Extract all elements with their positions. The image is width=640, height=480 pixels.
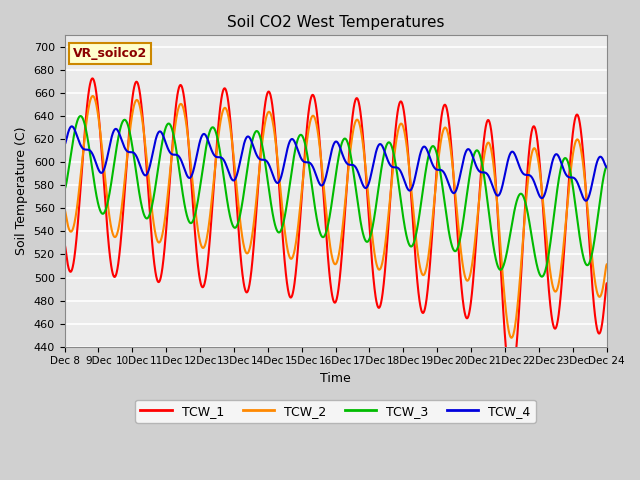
Y-axis label: Soil Temperature (C): Soil Temperature (C) [15,127,28,255]
TCW_1 [588,273,595,278]
TCW_3 [88,168,96,173]
TCW_3 [538,274,546,279]
TCW_4 [488,181,495,187]
TCW_2 [89,93,97,99]
X-axis label: Time: Time [320,372,351,385]
TCW_2 [88,93,96,99]
Title: Soil CO2 West Temperatures: Soil CO2 West Temperatures [227,15,444,30]
Line: TCW_1: TCW_1 [65,78,607,381]
Line: TCW_4: TCW_4 [65,126,607,201]
TCW_1 [88,75,96,81]
TCW_2 [310,114,318,120]
TCW_3 [324,220,332,226]
TCW_3 [77,113,84,119]
TCW_2 [61,206,68,212]
TCW_1 [603,281,611,287]
TCW_1 [310,94,318,100]
TCW_3 [588,253,595,259]
TCW_3 [61,186,68,192]
TCW_3 [310,198,318,204]
TCW_2 [603,262,611,267]
TCW_4 [588,185,595,191]
TCW_2 [324,230,332,236]
TCW_1 [324,260,332,265]
TCW_1 [588,269,595,275]
TCW_4 [61,142,68,147]
TCW_2 [508,335,515,341]
TCW_4 [603,164,611,170]
TCW_2 [588,249,595,254]
TCW_2 [588,246,595,252]
TCW_3 [588,254,595,260]
TCW_4 [588,184,595,190]
TCW_1 [508,378,515,384]
TCW_4 [88,151,96,157]
TCW_1 [88,76,96,82]
Text: VR_soilco2: VR_soilco2 [73,47,147,60]
TCW_3 [488,231,495,237]
Legend: TCW_1, TCW_2, TCW_3, TCW_4: TCW_1, TCW_2, TCW_3, TCW_4 [136,400,536,423]
Line: TCW_3: TCW_3 [65,116,607,276]
Line: TCW_2: TCW_2 [65,96,607,338]
TCW_4 [324,163,332,168]
TCW_3 [603,164,611,169]
TCW_4 [310,167,318,172]
TCW_1 [488,132,495,137]
TCW_1 [61,241,68,247]
TCW_4 [68,123,76,129]
TCW_4 [582,198,589,204]
TCW_2 [488,149,495,155]
